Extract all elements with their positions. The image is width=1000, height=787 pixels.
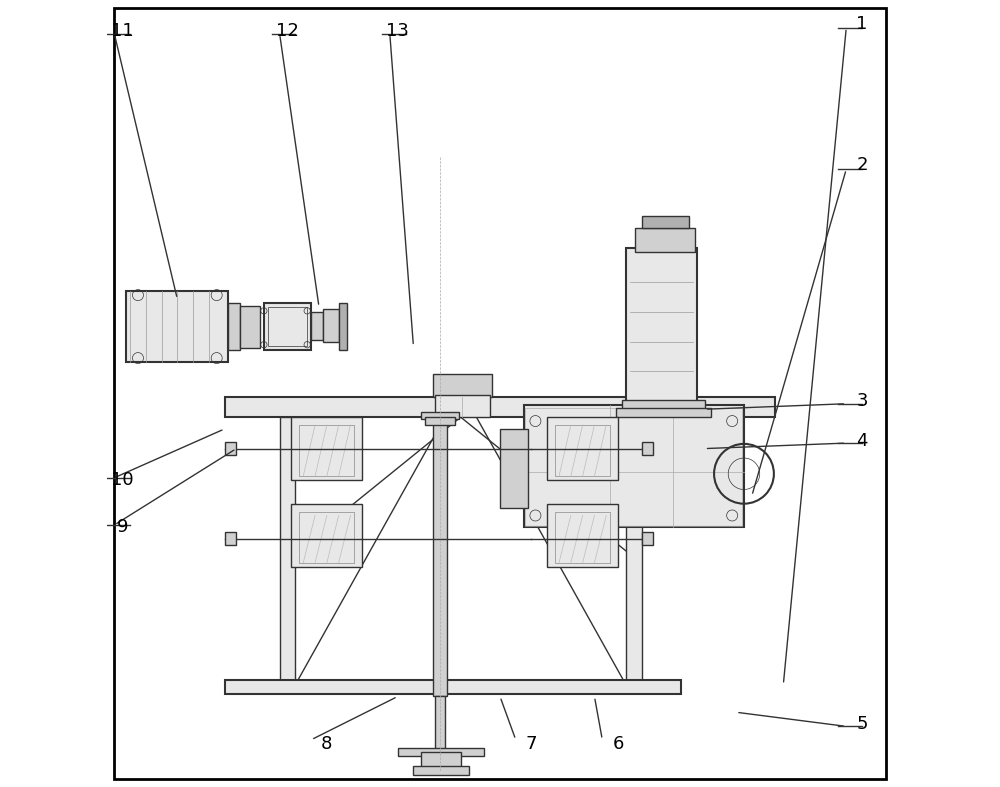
- Text: 3: 3: [856, 393, 868, 410]
- Text: 10: 10: [111, 471, 134, 489]
- Bar: [421, 752, 461, 767]
- Bar: [433, 413, 447, 696]
- Bar: [433, 374, 492, 397]
- Bar: [323, 309, 339, 342]
- Bar: [126, 291, 228, 362]
- Bar: [240, 306, 260, 348]
- Text: 2: 2: [856, 157, 868, 174]
- Bar: [413, 766, 469, 775]
- Bar: [435, 395, 490, 417]
- Bar: [225, 532, 236, 545]
- Bar: [425, 417, 455, 425]
- Text: 9: 9: [116, 519, 128, 536]
- Bar: [622, 400, 705, 409]
- Bar: [616, 408, 711, 417]
- Bar: [291, 504, 362, 567]
- Bar: [555, 425, 610, 476]
- Bar: [291, 417, 362, 480]
- Bar: [225, 442, 236, 455]
- Bar: [421, 412, 459, 419]
- Bar: [280, 417, 295, 685]
- Bar: [228, 303, 240, 350]
- Bar: [642, 216, 689, 228]
- Bar: [299, 512, 354, 563]
- Bar: [642, 442, 653, 455]
- Bar: [642, 532, 653, 545]
- Bar: [268, 307, 307, 346]
- Text: 4: 4: [856, 432, 868, 449]
- Bar: [626, 248, 697, 405]
- Bar: [264, 303, 311, 350]
- Bar: [547, 417, 618, 480]
- Bar: [525, 408, 742, 526]
- Bar: [299, 425, 354, 476]
- Bar: [398, 748, 484, 756]
- Bar: [435, 696, 445, 752]
- Text: 12: 12: [276, 23, 299, 40]
- Bar: [225, 397, 775, 417]
- Text: 11: 11: [111, 23, 134, 40]
- Bar: [500, 429, 528, 508]
- Text: 13: 13: [386, 23, 409, 40]
- Text: 1: 1: [856, 15, 868, 32]
- Text: 7: 7: [526, 735, 537, 752]
- Bar: [225, 680, 681, 694]
- Bar: [311, 312, 323, 340]
- Bar: [626, 417, 642, 685]
- Bar: [524, 405, 744, 527]
- Text: 6: 6: [612, 735, 624, 752]
- Bar: [339, 303, 347, 350]
- Text: 5: 5: [856, 715, 868, 733]
- Text: 8: 8: [321, 735, 333, 752]
- Bar: [555, 512, 610, 563]
- Bar: [635, 228, 695, 252]
- Bar: [547, 504, 618, 567]
